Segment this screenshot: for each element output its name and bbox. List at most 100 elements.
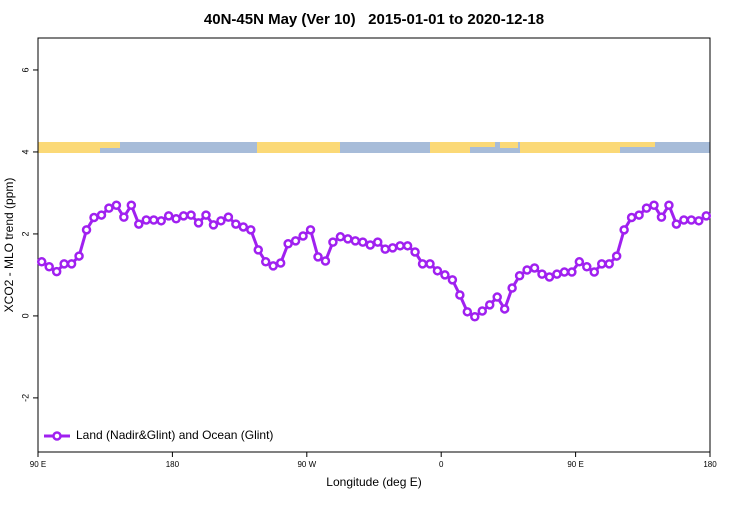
point xyxy=(216,216,226,226)
point xyxy=(208,220,219,230)
point xyxy=(119,212,129,222)
y-tick-label: 4 xyxy=(20,149,30,154)
x-tick-label: 90 W xyxy=(297,460,316,469)
point xyxy=(96,210,107,220)
point xyxy=(66,259,77,269)
point xyxy=(589,267,600,277)
point xyxy=(582,261,592,272)
point xyxy=(634,210,644,220)
point xyxy=(596,259,607,269)
chart-title: 40N-45N May (Ver 10) 2015-01-01 to 2020-… xyxy=(204,11,544,28)
point xyxy=(559,267,570,277)
point xyxy=(141,215,152,225)
point xyxy=(305,225,316,235)
point xyxy=(44,261,54,272)
plot-frame xyxy=(37,37,711,453)
point xyxy=(507,283,517,293)
point xyxy=(365,240,376,250)
point xyxy=(552,269,562,279)
y-tick-label: -2 xyxy=(20,394,30,402)
point xyxy=(156,216,166,226)
point xyxy=(253,245,264,255)
point xyxy=(522,265,532,275)
x-tick-label: 180 xyxy=(166,460,180,469)
legend-marker xyxy=(52,431,62,441)
point xyxy=(148,215,159,225)
point xyxy=(89,212,99,223)
point xyxy=(59,259,69,269)
point xyxy=(260,257,271,267)
point xyxy=(529,263,540,273)
y-axis-label: XCO2 - MLO trend (ppm) xyxy=(2,178,16,313)
y-tick-label: 0 xyxy=(20,313,30,318)
point xyxy=(358,237,368,247)
point xyxy=(298,231,308,241)
point xyxy=(126,200,137,210)
point xyxy=(51,266,62,277)
point xyxy=(679,215,689,225)
y-tick-label: 6 xyxy=(20,67,30,72)
point xyxy=(544,272,555,282)
point xyxy=(604,259,614,269)
point xyxy=(290,236,301,246)
x-axis-label: Longitude (deg E) xyxy=(326,475,421,489)
point xyxy=(343,234,353,244)
point xyxy=(447,275,458,285)
point xyxy=(74,251,84,261)
point xyxy=(649,200,659,210)
point xyxy=(320,256,331,266)
point xyxy=(619,225,629,235)
point xyxy=(567,267,577,277)
point xyxy=(440,270,450,280)
point xyxy=(171,214,181,224)
point xyxy=(395,241,405,251)
y-tick-label: 2 xyxy=(20,231,30,236)
point xyxy=(111,200,122,210)
point xyxy=(178,211,189,221)
x-tick-label: 0 xyxy=(439,460,444,469)
point xyxy=(81,225,92,235)
point xyxy=(611,251,622,261)
point xyxy=(231,219,241,229)
point xyxy=(701,211,712,221)
legend-label: Land (Nadir&Glint) and Ocean (Glint) xyxy=(76,428,273,442)
x-tick-label: 90 E xyxy=(567,460,583,469)
point xyxy=(387,243,398,253)
point xyxy=(313,252,323,262)
point xyxy=(537,269,547,279)
point xyxy=(492,292,502,302)
point xyxy=(223,212,234,222)
point xyxy=(328,237,338,247)
point xyxy=(574,257,585,267)
point xyxy=(275,258,286,268)
point xyxy=(283,239,293,249)
point xyxy=(104,203,114,213)
point xyxy=(417,259,428,269)
x-tick-label: 180 xyxy=(703,460,717,469)
point xyxy=(626,212,637,223)
point xyxy=(350,236,361,246)
x-tick-label: 90 E xyxy=(30,460,46,469)
point xyxy=(432,266,443,276)
point xyxy=(455,290,465,300)
point xyxy=(694,216,704,226)
land-ocean-strip xyxy=(38,142,710,153)
point xyxy=(664,200,674,210)
point xyxy=(246,225,256,235)
point xyxy=(380,244,390,254)
point xyxy=(671,219,682,229)
point xyxy=(425,259,435,269)
point xyxy=(477,306,488,316)
point xyxy=(163,211,174,221)
point xyxy=(186,210,196,220)
point xyxy=(686,215,697,225)
point xyxy=(470,311,480,322)
point xyxy=(641,203,652,213)
point xyxy=(134,219,144,229)
point xyxy=(484,300,495,310)
point xyxy=(193,218,204,228)
point xyxy=(499,304,510,314)
point xyxy=(201,210,211,220)
point xyxy=(402,241,413,251)
